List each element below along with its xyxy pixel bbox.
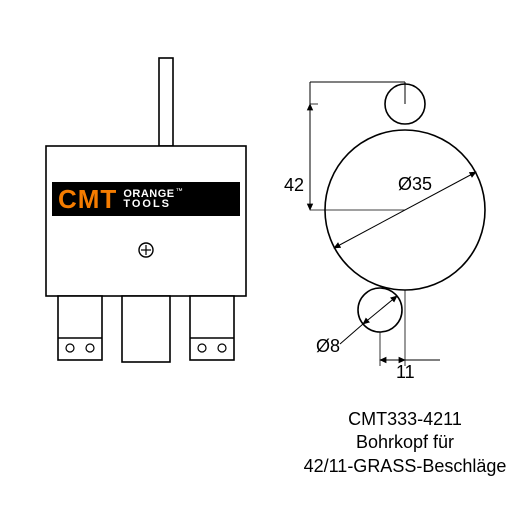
dim-11: 11: [396, 362, 415, 383]
dim-d35: Ø35: [398, 174, 432, 195]
caption-line1: CMT333-4211: [300, 408, 510, 431]
caption-line3: 42/11-GRASS-Beschläge: [300, 455, 510, 478]
dim-42: 42: [284, 175, 304, 196]
dim-d8: Ø8: [316, 336, 340, 357]
caption-line2: Bohrkopf für: [300, 431, 510, 454]
caption: CMT333-4211 Bohrkopf für 42/11-GRASS-Bes…: [300, 408, 510, 478]
